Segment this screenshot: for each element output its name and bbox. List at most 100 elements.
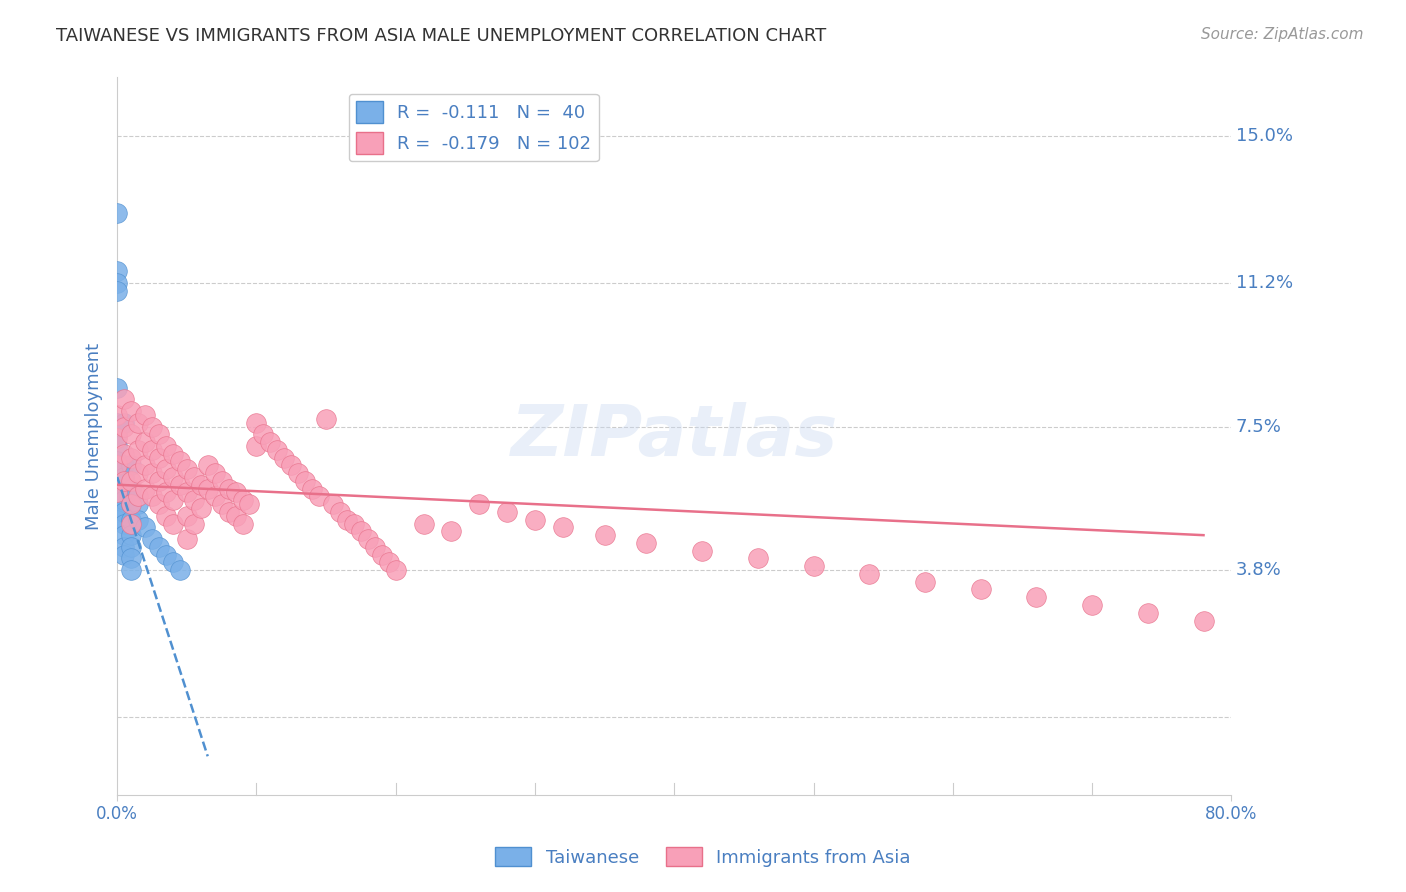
Point	[134, 408, 156, 422]
Point	[176, 532, 198, 546]
Point	[112, 548, 135, 562]
Point	[112, 447, 135, 461]
Point	[183, 493, 205, 508]
Point	[112, 392, 135, 407]
Point	[105, 206, 128, 220]
Point	[127, 466, 149, 480]
Point	[169, 454, 191, 468]
Point	[225, 485, 247, 500]
Point	[105, 493, 128, 508]
Point	[211, 497, 233, 511]
Point	[197, 458, 219, 473]
Point	[378, 555, 401, 569]
Point	[280, 458, 302, 473]
Point	[259, 435, 281, 450]
Point	[112, 419, 135, 434]
Point	[105, 482, 128, 496]
Point	[105, 485, 128, 500]
Point	[336, 513, 359, 527]
Point	[112, 528, 135, 542]
Text: 11.2%: 11.2%	[1236, 274, 1292, 292]
Point	[371, 548, 394, 562]
Point	[127, 416, 149, 430]
Point	[105, 264, 128, 278]
Point	[1192, 614, 1215, 628]
Point	[134, 435, 156, 450]
Point	[148, 540, 170, 554]
Point	[858, 566, 880, 581]
Point	[127, 513, 149, 527]
Point	[120, 513, 142, 527]
Point	[112, 505, 135, 519]
Point	[155, 485, 177, 500]
Point	[162, 555, 184, 569]
Point	[1025, 591, 1047, 605]
Point	[803, 559, 825, 574]
Point	[148, 427, 170, 442]
Point	[218, 505, 240, 519]
Point	[204, 466, 226, 480]
Point	[273, 450, 295, 465]
Point	[105, 284, 128, 298]
Point	[593, 528, 616, 542]
Point	[112, 416, 135, 430]
Point	[197, 482, 219, 496]
Point	[155, 439, 177, 453]
Point	[148, 474, 170, 488]
Legend: R =  -0.111   N =  40, R =  -0.179   N = 102: R = -0.111 N = 40, R = -0.179 N = 102	[349, 94, 599, 161]
Point	[105, 458, 128, 473]
Point	[148, 450, 170, 465]
Point	[105, 381, 128, 395]
Point	[162, 447, 184, 461]
Point	[747, 551, 769, 566]
Point	[218, 482, 240, 496]
Point	[245, 416, 267, 430]
Point	[105, 439, 128, 453]
Point	[105, 466, 128, 480]
Point	[112, 493, 135, 508]
Point	[112, 540, 135, 554]
Point	[120, 497, 142, 511]
Point	[120, 563, 142, 577]
Point	[141, 532, 163, 546]
Point	[315, 412, 337, 426]
Text: 3.8%: 3.8%	[1236, 561, 1281, 579]
Text: 15.0%: 15.0%	[1236, 127, 1292, 145]
Point	[127, 489, 149, 503]
Point	[105, 513, 128, 527]
Point	[636, 536, 658, 550]
Point	[112, 474, 135, 488]
Point	[162, 493, 184, 508]
Point	[294, 474, 316, 488]
Point	[105, 431, 128, 445]
Point	[322, 497, 344, 511]
Text: Source: ZipAtlas.com: Source: ZipAtlas.com	[1201, 27, 1364, 42]
Y-axis label: Male Unemployment: Male Unemployment	[86, 343, 103, 530]
Point	[1136, 606, 1159, 620]
Point	[468, 497, 491, 511]
Point	[225, 508, 247, 523]
Point	[1081, 598, 1104, 612]
Point	[134, 482, 156, 496]
Point	[169, 477, 191, 491]
Point	[190, 501, 212, 516]
Point	[343, 516, 366, 531]
Point	[524, 513, 547, 527]
Point	[155, 508, 177, 523]
Point	[551, 520, 574, 534]
Point	[127, 442, 149, 457]
Point	[384, 563, 406, 577]
Point	[120, 551, 142, 566]
Point	[112, 470, 135, 484]
Point	[211, 474, 233, 488]
Point	[120, 404, 142, 418]
Point	[120, 497, 142, 511]
Point	[105, 454, 128, 468]
Point	[105, 408, 128, 422]
Legend: Taiwanese, Immigrants from Asia: Taiwanese, Immigrants from Asia	[488, 840, 918, 874]
Point	[112, 516, 135, 531]
Point	[287, 466, 309, 480]
Point	[162, 516, 184, 531]
Point	[127, 497, 149, 511]
Point	[112, 458, 135, 473]
